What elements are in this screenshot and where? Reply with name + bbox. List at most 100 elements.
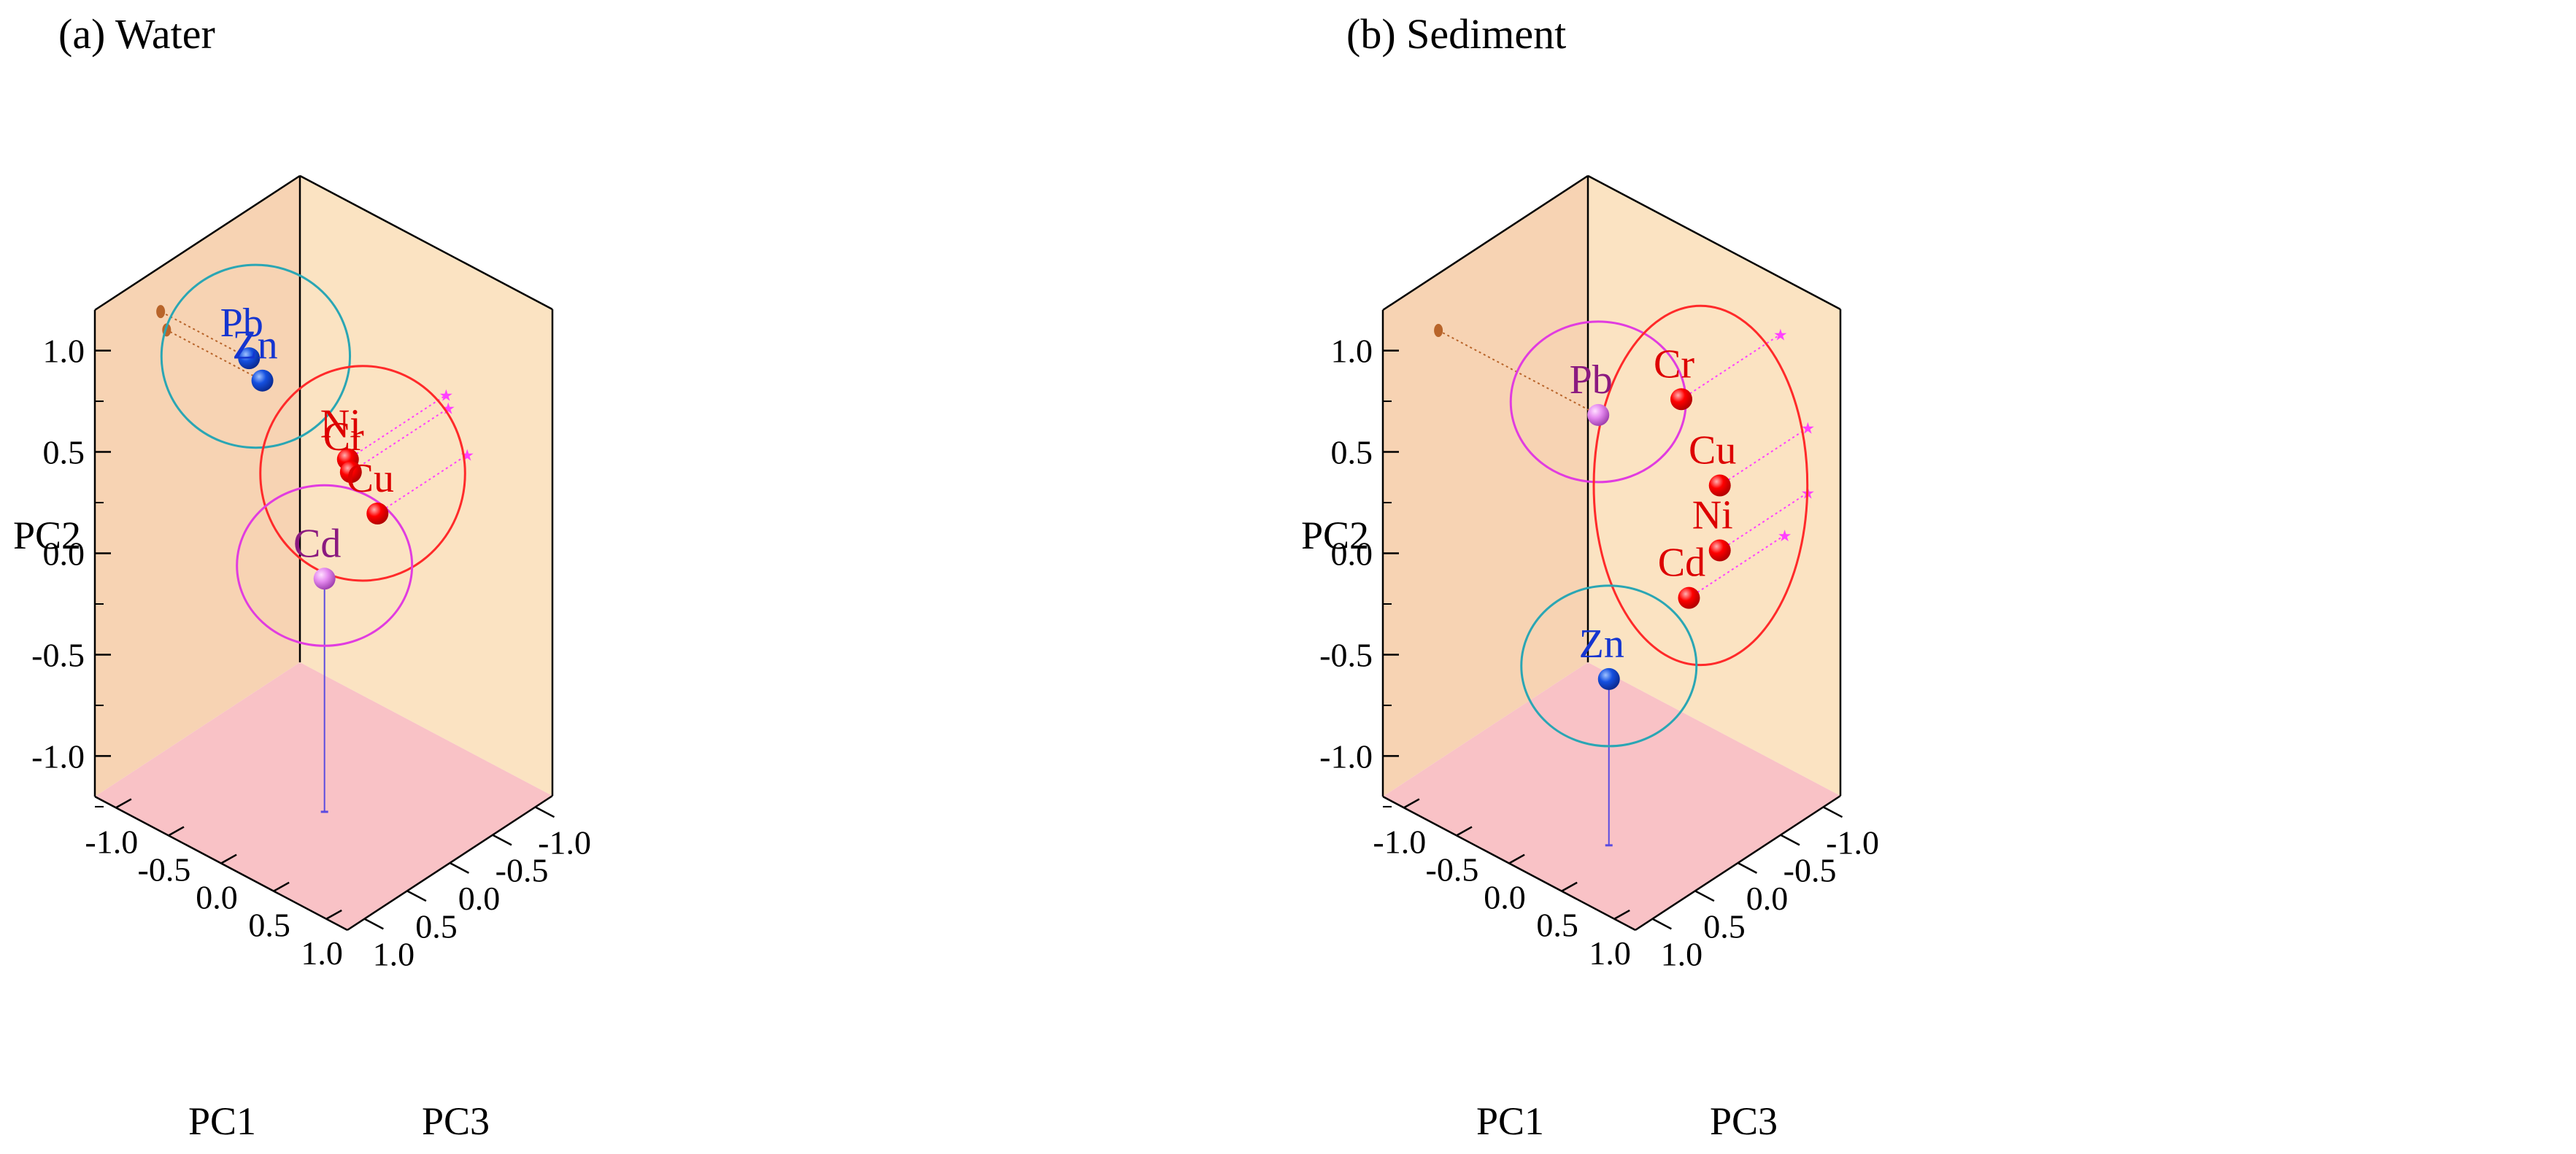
x-tick-label: 0.0 [196,879,238,916]
z-tick [449,861,470,874]
projection-marker: ★ [441,400,455,418]
point-label-cd: Cd [1658,541,1705,586]
floor [95,662,552,930]
z-axis-label: PC3 [1710,1099,1778,1143]
z-tick [363,918,384,930]
point-label-cr: Cr [323,414,364,460]
drop-line [1688,534,1786,599]
panel-water: -1.0 -0.5 0.0 0.5 1.0 -1.0 -0.5 0.0 0.5 1.0 1.0 0.5… [13,10,591,1143]
data-point-ni [1708,539,1731,562]
x-tick-label: 0.5 [1536,907,1578,944]
x-axis-label: PC1 [1476,1099,1544,1143]
data-point-cr [339,461,362,484]
box-edge [94,174,301,311]
z-tick-label: -0.5 [495,852,549,889]
point-label-ni: Ni [320,402,361,447]
point-label-ni: Ni [1692,492,1733,538]
z-tick [1822,806,1843,818]
y-tick-label: 1.0 [43,333,85,370]
x-tick [1403,798,1420,809]
plot-area: -1.0-0.50.00.51.0-1.0-0.50.00.51.0 1.00.5… [1319,174,1879,973]
point-label-cr: Cr [1654,341,1694,387]
plot-area: -1.0-0.50.00.51.0-1.0-0.50.00.51.0 1.00.5… [31,174,591,973]
projection-marker: ★ [1773,325,1788,344]
x-tick [1508,853,1525,864]
data-point-cu [366,502,389,524]
group-ellipse [1520,584,1698,748]
y-tick-label: -0.5 [31,636,85,673]
y-tick-label: 0.0 [1331,535,1373,573]
x-tick [220,853,237,864]
x-tick-label: -0.5 [1426,851,1479,888]
y-tick-label: 0.5 [1331,434,1373,471]
point-label-pb: Pb [220,301,263,346]
z-tick-label: 1.0 [1661,936,1703,973]
z-tick-label: -0.5 [1783,852,1837,889]
data-point-zn [251,369,274,392]
drop-line [160,311,250,360]
group-ellipse [1592,304,1809,667]
x-tick-label: -0.5 [138,851,191,888]
data-point-pb [1587,403,1610,426]
z-tick [1737,861,1758,874]
drop-line [350,407,449,473]
y-tick-label: 1.0 [1331,333,1373,370]
y-tick-label: 0.0 [43,535,85,573]
data-point-cr [1670,388,1693,411]
y-axis-label: PC2 [1301,514,1369,557]
drop-line [1719,427,1808,487]
y-tick-label: -1.0 [31,737,85,775]
side-wall [300,176,552,796]
projection-marker: ★ [1778,527,1792,545]
group-ellipse [236,484,414,647]
data-point-cu [1708,474,1731,497]
drop-line [1719,492,1808,551]
z-tick-label: 0.0 [458,880,501,917]
y-tick-label: -0.5 [1319,636,1373,673]
chart-water: -1.0-0.50.00.51.0-1.0-0.50.00.51.0 1.00.5… [13,10,591,1143]
point-label-cu: Cu [347,456,394,501]
x-tick [168,826,185,837]
projection-marker [1434,323,1443,337]
z-tick [1694,890,1715,902]
panel-sediment: -1.0 -0.5 0.0 0.5 1.0 -1.0 -0.5 0.0 0.5 1.0 1.0 0.5… [1288,0,2576,1154]
x-tick-label: 1.0 [1589,934,1631,972]
z-tick [492,834,512,846]
z-tick-label: -1.0 [1826,824,1879,861]
box-edge [1587,174,1841,311]
box-edge [299,174,553,311]
point-label-zn: Zn [232,323,277,368]
data-point-cd [313,568,336,590]
drop-line [1681,333,1781,400]
point-label-cd: Cd [293,521,341,566]
x-tick [273,881,290,892]
data-point-zn [1597,667,1620,690]
x-tick [115,798,132,809]
x-tick-label: 1.0 [301,934,343,972]
x-tick-label: -1.0 [85,823,138,860]
x-tick-label: 0.5 [248,907,290,944]
back-wall [95,176,300,797]
projection-marker: ★ [1800,419,1815,438]
z-tick-label: 0.5 [415,907,458,945]
group-ellipse [259,365,466,582]
x-tick [1613,909,1630,920]
chart-title: (a) Water [58,10,215,58]
x-tick [1456,826,1473,837]
data-point-cd [1678,586,1700,609]
point-label-pb: Pb [1570,357,1613,403]
x-tick-label: -1.0 [1373,823,1426,860]
y-tick-label: -1.0 [1319,737,1373,775]
z-tick-label: 0.0 [1746,880,1789,917]
x-tick [1561,881,1578,892]
y-tick-label: 0.5 [43,434,85,471]
z-tick-label: 1.0 [373,936,415,973]
projection-marker: ★ [439,387,454,405]
x-tick [325,909,342,920]
projection-marker [156,305,166,319]
x-axis-label: PC1 [188,1099,256,1143]
z-tick-label: -1.0 [538,824,591,861]
chart-title: (b) Sediment [1346,10,1566,58]
floor [1383,662,1840,930]
z-tick [1651,918,1672,930]
